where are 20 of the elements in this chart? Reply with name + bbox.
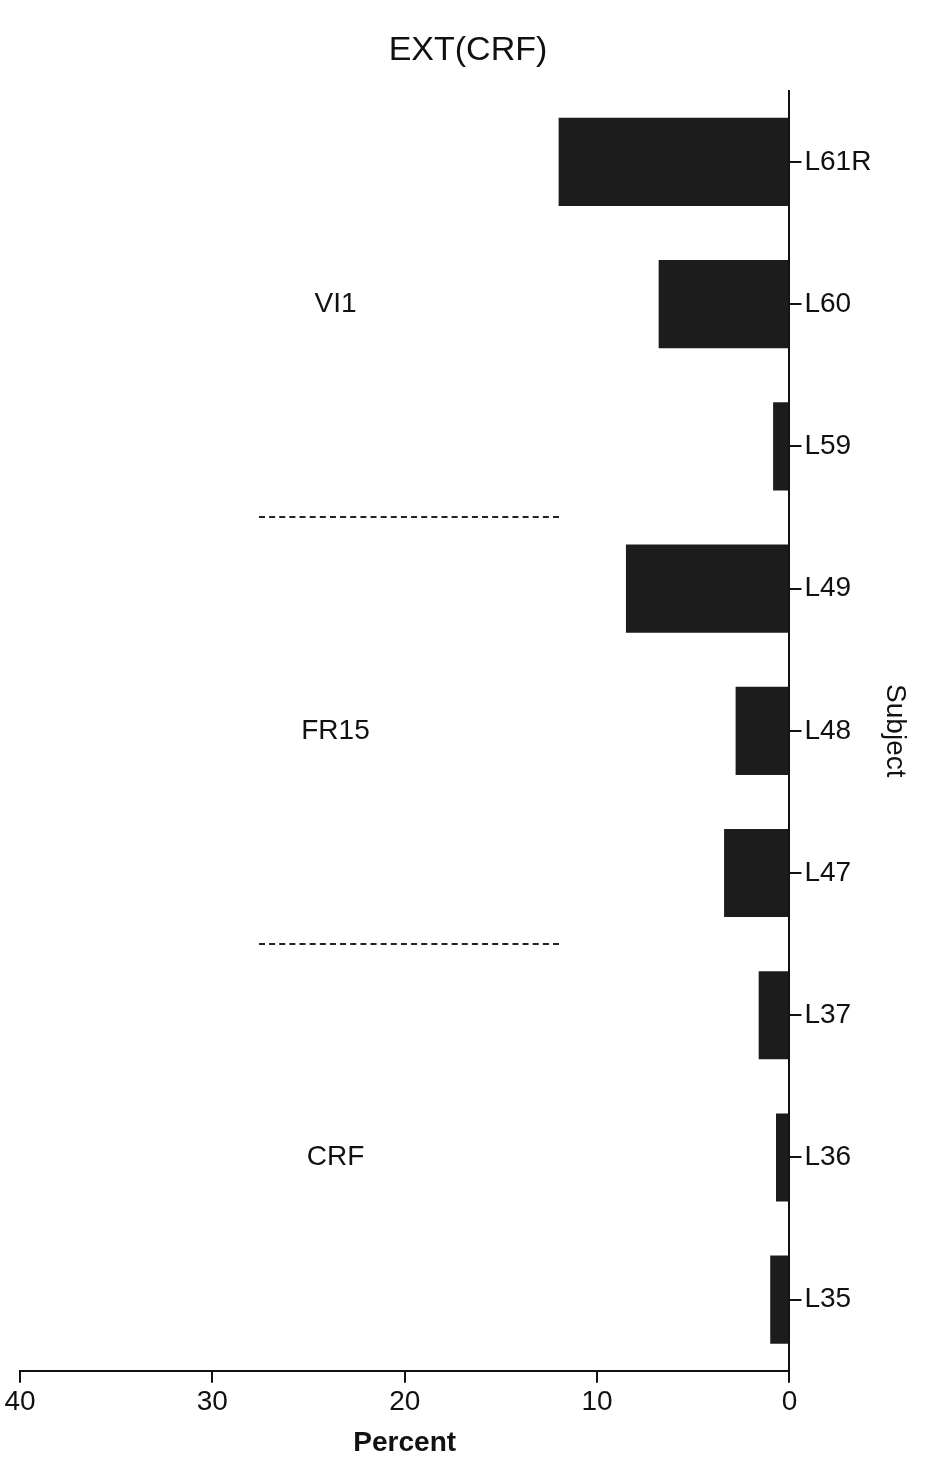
x-axis-title: Percent (353, 1425, 457, 1457)
annotation: CRF (306, 1140, 365, 1172)
x-tick-label: 40 (4, 1385, 36, 1417)
annotation: VI1 (314, 286, 357, 318)
y-tick-label: L37 (804, 997, 852, 1029)
y-tick-label: L49 (804, 571, 852, 603)
chart-title: EXT(CRF) (388, 28, 548, 67)
y-tick-label: L48 (804, 713, 852, 745)
y-tick-label: L60 (804, 286, 852, 318)
x-tick-label: 0 (781, 1385, 798, 1417)
y-tick-label: L47 (804, 855, 852, 887)
annotation: FR15 (301, 713, 370, 745)
y-tick-label: L59 (804, 429, 852, 461)
x-tick-label: 10 (581, 1385, 613, 1417)
y-tick-label: L36 (804, 1140, 852, 1172)
y-axis-title: Subject (881, 684, 913, 778)
x-tick-label: 20 (389, 1385, 421, 1417)
y-tick-label: L61R (804, 144, 872, 176)
y-tick-label: L35 (804, 1282, 852, 1314)
x-tick-label: 30 (196, 1385, 228, 1417)
